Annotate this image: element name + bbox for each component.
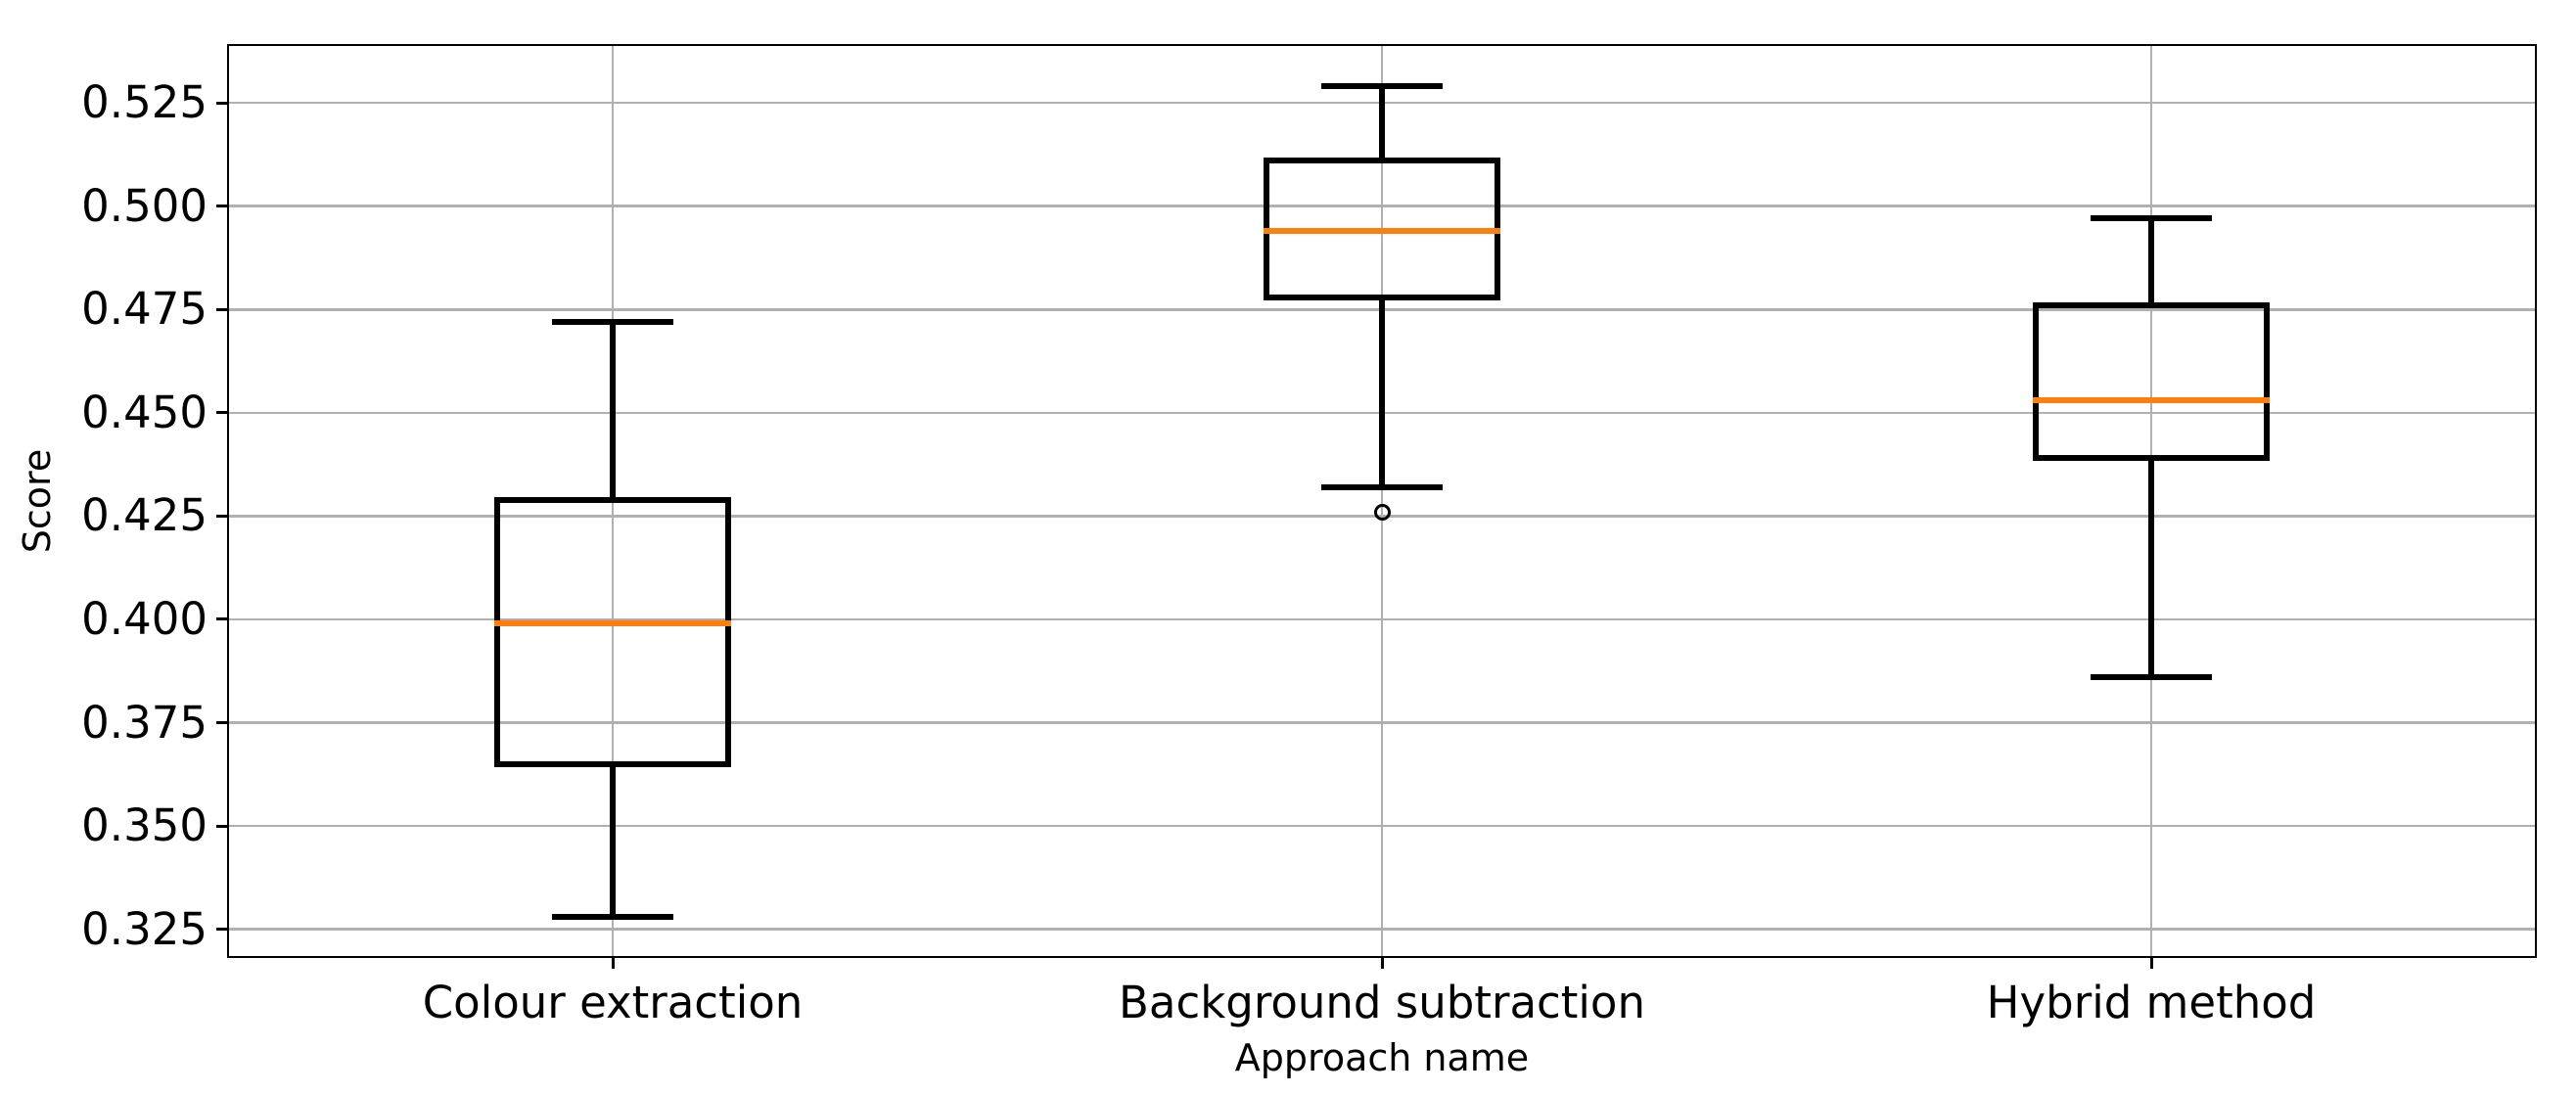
y-tick: [216, 928, 228, 932]
x-gridline: [1380, 45, 1384, 957]
y-tick: [216, 721, 228, 725]
y-tick: [216, 824, 228, 828]
x-tick: [1380, 957, 1384, 969]
y-tick: [216, 411, 228, 415]
y-tick-label: 0.400: [81, 592, 207, 645]
y-tick-label: 0.375: [81, 696, 207, 749]
y-tick-label: 0.525: [81, 76, 207, 129]
median-line: [2033, 397, 2270, 404]
y-tick-label: 0.475: [81, 283, 207, 336]
y-tick-label: 0.325: [81, 902, 207, 955]
whisker-cap-top: [1321, 83, 1443, 90]
y-tick-label: 0.425: [81, 489, 207, 542]
box: [494, 496, 731, 767]
top-spine: [226, 43, 2538, 47]
x-tick-label: Background subtraction: [1119, 977, 1645, 1028]
lower-whisker: [2148, 455, 2154, 681]
whisker-cap-bottom: [2091, 674, 2212, 681]
x-tick: [611, 957, 615, 969]
y-tick-label: 0.450: [81, 386, 207, 438]
y-tick: [216, 101, 228, 105]
upper-whisker: [610, 318, 616, 503]
outlier-point: [1373, 503, 1391, 521]
whisker-cap-top: [2091, 215, 2212, 222]
upper-whisker: [1379, 83, 1385, 164]
whisker-cap-bottom: [552, 914, 673, 921]
y-tick: [216, 205, 228, 208]
box: [2033, 302, 2270, 462]
y-tick-label: 0.500: [81, 179, 207, 232]
left-spine: [226, 43, 230, 959]
median-line: [1264, 228, 1500, 235]
y-tick: [216, 514, 228, 518]
x-tick-label: Hybrid method: [1986, 977, 2317, 1028]
x-tick-label: Colour extraction: [422, 977, 804, 1028]
whisker-cap-bottom: [1321, 483, 1443, 490]
right-spine: [2534, 43, 2538, 959]
bottom-spine: [226, 955, 2538, 959]
upper-whisker: [2148, 215, 2154, 309]
whisker-cap-top: [552, 318, 673, 325]
x-tick: [2149, 957, 2153, 969]
lower-whisker: [1379, 294, 1385, 490]
y-tick-label: 0.350: [81, 799, 207, 852]
x-axis-label: Approach name: [1234, 1036, 1530, 1079]
median-line: [494, 620, 731, 627]
lower-whisker: [610, 760, 616, 921]
y-tick: [216, 307, 228, 311]
y-tick: [216, 617, 228, 621]
